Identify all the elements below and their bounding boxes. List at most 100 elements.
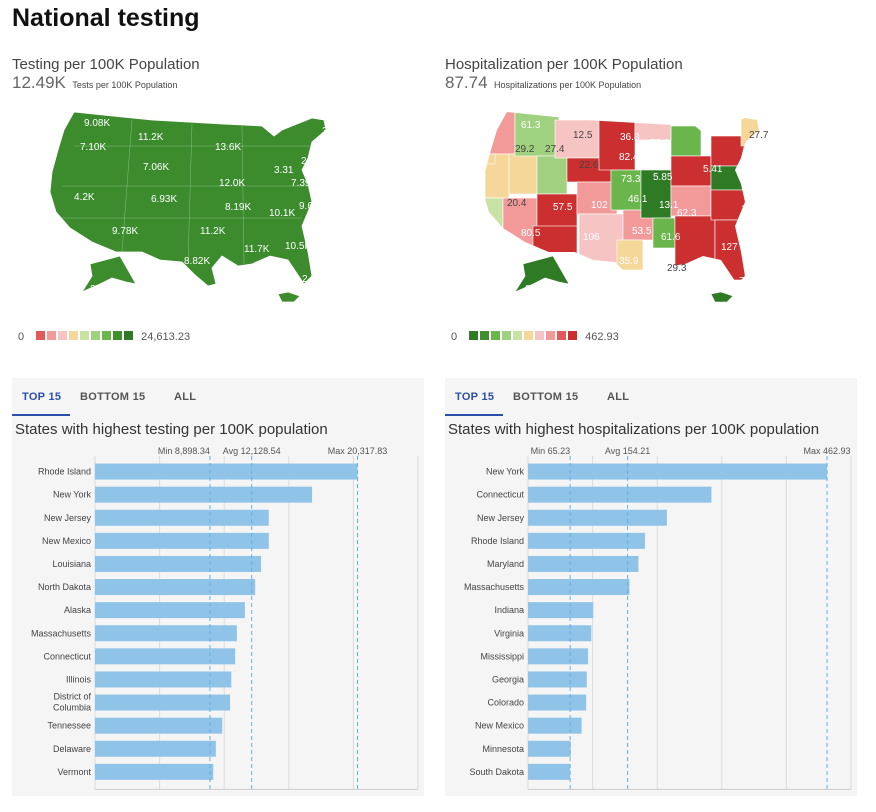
map-state-label: 20.4 <box>507 198 527 209</box>
hawaii-shape[interactable] <box>710 291 734 303</box>
state-region[interactable] <box>616 239 644 271</box>
hawaii-shape[interactable] <box>277 291 301 303</box>
bar[interactable] <box>95 763 214 780</box>
hospitalization-map-panel: Hospitalization per 100K Population 87.7… <box>445 56 865 356</box>
bar[interactable] <box>528 555 639 572</box>
bar[interactable] <box>528 717 582 734</box>
active-tab-underline <box>12 414 70 416</box>
bar[interactable] <box>95 486 313 503</box>
bar[interactable] <box>528 486 712 503</box>
bar[interactable] <box>528 579 630 596</box>
state-region[interactable] <box>634 115 672 141</box>
map-state-label: 4.2K <box>74 192 95 203</box>
state-region[interactable] <box>484 197 504 259</box>
map-state-label: 69K <box>274 311 292 322</box>
category-label: Connecticut <box>43 651 91 661</box>
testing-choropleth-map[interactable]: 9.08K 7.10K 11.2K 13.6K 32K 7.06K 24.6K 3.31 7.3… <box>12 106 372 326</box>
legend-swatch <box>469 331 479 340</box>
state-region[interactable] <box>576 181 618 215</box>
category-label: Rhode Island <box>471 536 524 546</box>
bar[interactable] <box>528 763 571 780</box>
map-state-label: 2.2 <box>302 274 316 285</box>
state-region[interactable] <box>484 153 496 165</box>
state-region[interactable] <box>670 185 712 217</box>
bar[interactable] <box>528 648 589 665</box>
bar[interactable] <box>95 671 232 688</box>
state-region[interactable] <box>640 169 672 219</box>
bar[interactable] <box>95 648 236 665</box>
map-state-label: 36.8 <box>620 132 640 143</box>
tab-bottom-15[interactable]: BOTTOM 15 <box>513 391 579 403</box>
bar[interactable] <box>95 579 256 596</box>
map-state-label: 9.78K <box>112 226 138 237</box>
map-state-label: 10.1K <box>269 208 295 219</box>
bar[interactable] <box>528 463 828 480</box>
map-state-label: 7.06K <box>143 162 169 173</box>
map-state-label: 3.41 <box>525 284 545 295</box>
map-state-label: 32K <box>322 126 340 137</box>
state-region[interactable] <box>610 169 642 211</box>
tab-all[interactable]: ALL <box>174 391 197 403</box>
tab-top-15[interactable]: TOP 15 <box>455 391 495 403</box>
category-label: Mississippi <box>480 651 524 661</box>
testing-chart-tabs: TOP 15 BOTTOM 15 ALL <box>12 378 424 416</box>
map-state-label: 13.1 <box>659 200 679 211</box>
state-region[interactable] <box>670 125 702 157</box>
alaska-shape[interactable] <box>514 255 570 293</box>
alaska-shape[interactable] <box>80 255 137 293</box>
bar[interactable] <box>95 532 269 549</box>
map-state-label: 24.6K <box>301 156 327 167</box>
x-tick-label: 10K <box>216 795 232 796</box>
state-region[interactable] <box>484 106 516 155</box>
max-reference-label: Max 20,317.83 <box>328 446 388 456</box>
bar[interactable] <box>528 694 587 711</box>
map-state-label: 11.2K <box>138 132 164 143</box>
map-state-label: 3.31 <box>274 165 294 176</box>
state-region[interactable] <box>536 155 568 195</box>
state-region[interactable] <box>598 119 636 171</box>
testing-map-title: Testing per 100K Population <box>12 56 200 73</box>
bar[interactable] <box>528 602 594 619</box>
hospitalization-chart-panel: TOP 15 BOTTOM 15 ALL States with highest… <box>445 378 857 796</box>
tab-top-15[interactable]: TOP 15 <box>22 391 62 403</box>
legend-swatch <box>102 331 112 340</box>
state-region[interactable] <box>674 215 716 267</box>
hospitalization-map-value: 87.74 <box>445 73 488 92</box>
map-state-label: 463 <box>747 154 764 165</box>
hospitalization-choropleth-map[interactable]: 61.3 12.5 36.8 78.1 27.7 29.2 27.4 82.4 463 22.6 7… <box>445 106 805 326</box>
bar[interactable] <box>95 509 269 526</box>
tab-bottom-15[interactable]: BOTTOM 15 <box>80 391 146 403</box>
category-label: Columbia <box>53 703 91 713</box>
legend-swatch <box>47 331 57 340</box>
legend-max-label: 462.93 <box>585 331 619 343</box>
x-tick-label: 20K <box>345 795 361 796</box>
hospitalization-chart-tabs: TOP 15 BOTTOM 15 ALL <box>445 378 857 416</box>
category-label: New Jersey <box>44 513 92 523</box>
bar[interactable] <box>95 463 358 480</box>
bar[interactable] <box>95 694 231 711</box>
bar[interactable] <box>95 717 223 734</box>
map-state-label: 61.3 <box>521 120 541 131</box>
tab-all[interactable]: ALL <box>607 391 630 403</box>
map-state-label: 127 <box>721 242 738 253</box>
bar[interactable] <box>95 602 245 619</box>
state-region[interactable] <box>554 119 600 159</box>
bar[interactable] <box>95 625 237 642</box>
bar[interactable] <box>95 740 216 757</box>
legend-max-label: 24,613.23 <box>141 331 191 343</box>
bar[interactable] <box>528 509 667 526</box>
bar[interactable] <box>528 671 587 688</box>
bar[interactable] <box>528 625 592 642</box>
category-label: New Mexico <box>42 536 91 546</box>
legend-swatch <box>557 331 567 340</box>
legend-swatch <box>58 331 68 340</box>
bar[interactable] <box>95 555 262 572</box>
map-state-label: 122 <box>741 204 758 215</box>
state-region[interactable] <box>578 213 624 275</box>
state-region[interactable] <box>508 153 538 195</box>
category-label: Massachusetts <box>31 628 92 638</box>
bar[interactable] <box>528 532 645 549</box>
map-state-label: 6.93K <box>151 194 177 205</box>
contiguous-us-shape[interactable] <box>49 111 327 287</box>
bar[interactable] <box>528 740 571 757</box>
